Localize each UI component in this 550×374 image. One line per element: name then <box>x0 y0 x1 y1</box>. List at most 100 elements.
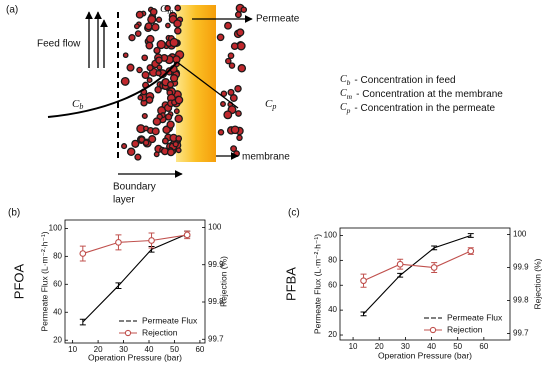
legend-label: Permeate Flux <box>142 315 198 325</box>
series-line <box>363 250 471 282</box>
series-line <box>82 233 188 323</box>
data-point <box>183 231 191 239</box>
particle <box>137 94 144 101</box>
particle <box>146 64 154 72</box>
panel-label: (b) <box>8 208 20 219</box>
cm-symbol: Cm <box>160 3 173 16</box>
chart: (b) PFOA Permeate Flux (L·m⁻²·h⁻¹) Rejectio… <box>8 208 228 363</box>
series-line <box>363 234 471 315</box>
particle <box>173 19 182 28</box>
y-tick-label: 40 <box>53 307 62 316</box>
particle <box>152 117 162 126</box>
legend-marker <box>429 326 437 334</box>
subscript: p <box>346 106 351 115</box>
particle <box>128 34 136 42</box>
permeate-label: Permeate <box>256 14 300 25</box>
particle <box>230 145 238 153</box>
y-tick-label: 80 <box>328 255 337 264</box>
particle <box>151 23 160 32</box>
particle <box>175 147 182 154</box>
error-bar <box>360 311 367 317</box>
y-axis-label: Permeate Flux (L·m⁻²·h⁻¹) <box>312 234 322 334</box>
legend-text: - Concentration in feed <box>354 75 455 86</box>
particle <box>236 28 245 37</box>
particle <box>131 139 140 148</box>
membrane-label: membrane <box>242 152 290 163</box>
legend-entry: Cm - Concentration at the membrane <box>340 88 503 100</box>
particle <box>217 129 225 136</box>
particle <box>126 147 136 157</box>
y-axis-label: Permeate Flux (L·m⁻²·h⁻¹) <box>39 231 49 331</box>
particle <box>156 64 163 71</box>
cb-symbol: Cb <box>72 98 83 111</box>
series-line <box>82 234 188 255</box>
y2-tick-label: 99.8 <box>513 296 529 305</box>
concentration-curve <box>47 61 178 118</box>
particle <box>174 114 183 123</box>
particle <box>236 134 243 142</box>
symbol: C <box>265 98 273 110</box>
subscript: p <box>271 102 276 111</box>
legend: Permeate Flux Rejection <box>119 315 198 337</box>
particle <box>133 23 140 30</box>
particle <box>164 4 171 12</box>
symbol: C <box>72 98 80 110</box>
y-tick-label: 60 <box>53 279 62 288</box>
particle <box>143 125 149 132</box>
particle <box>153 151 160 158</box>
subscript: m <box>167 7 173 16</box>
particle <box>141 54 149 62</box>
plot-frame <box>64 219 206 344</box>
legend-label: Permeate Flux <box>447 312 503 322</box>
particle <box>142 139 150 146</box>
error-bar <box>431 245 438 251</box>
particle <box>175 135 183 142</box>
membrane <box>176 5 216 162</box>
legend-text: - Concentration at the membrane <box>356 89 503 100</box>
y2-axis-label: Rejection (%) <box>532 258 542 309</box>
particle <box>145 96 154 104</box>
legend: Permeate Flux Rejection <box>424 312 503 334</box>
error-bar <box>115 282 122 289</box>
particle <box>230 42 239 51</box>
particle <box>229 94 238 102</box>
x-tick-label: 40 <box>145 345 154 354</box>
y2-tick-label: 99.7 <box>208 334 224 343</box>
particle <box>224 21 232 30</box>
legend-label: Rejection <box>447 324 483 334</box>
concentration-line <box>176 61 239 109</box>
particle <box>166 148 175 157</box>
error-bar <box>467 233 474 238</box>
subscript: b <box>347 78 351 87</box>
particle <box>144 22 153 31</box>
particle <box>145 41 154 50</box>
data-point <box>115 239 122 246</box>
particle <box>153 46 161 55</box>
legend-marker <box>124 329 132 337</box>
particle <box>138 136 146 144</box>
y2-tick-label: 100 <box>513 230 527 239</box>
data-point <box>79 250 87 257</box>
symbol: C <box>340 88 347 99</box>
error-bar <box>397 272 404 278</box>
y-tick-label: 100 <box>49 223 63 232</box>
y-tick-label: 20 <box>53 335 62 344</box>
particle <box>149 8 158 16</box>
x-tick-label: 60 <box>195 345 204 354</box>
plot-frame <box>339 227 511 341</box>
particle <box>173 108 180 115</box>
particle <box>165 22 171 29</box>
particles <box>120 3 248 161</box>
data-point <box>360 277 367 285</box>
x-axis-label: Operation Pressure (bar) <box>88 352 182 362</box>
particle <box>120 76 130 86</box>
particle <box>166 120 175 129</box>
particle <box>134 153 142 161</box>
particle <box>151 127 160 136</box>
particle <box>174 4 182 12</box>
subscript: m <box>347 92 353 101</box>
legend-text: - Concentration in the permeate <box>354 103 495 114</box>
chart-title: PFOA <box>11 263 26 299</box>
